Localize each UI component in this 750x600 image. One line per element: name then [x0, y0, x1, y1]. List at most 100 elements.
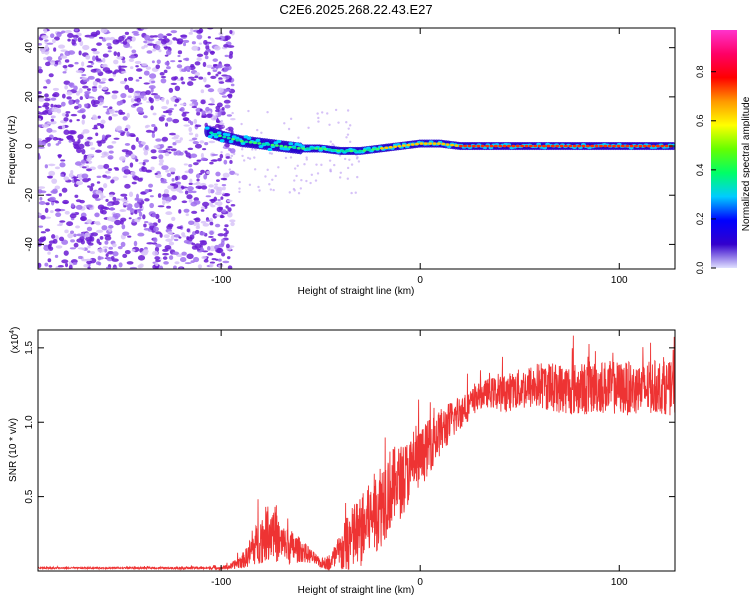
noise-point [175, 150, 182, 156]
ridge-core [415, 142, 420, 146]
noise-point [196, 57, 202, 62]
noise-point [92, 193, 100, 199]
noise-point [224, 104, 231, 109]
noise-point [141, 166, 145, 170]
noise-point [38, 68, 43, 74]
spectrogram-ylabel: Frequency (Hz) [7, 116, 18, 185]
noise-point [201, 115, 207, 119]
noise-point [179, 257, 187, 263]
snr-ytick-label: 0.5 [24, 489, 35, 503]
noise-point [218, 122, 225, 126]
noise-point [136, 68, 143, 72]
noise-point [214, 223, 221, 228]
noise-point [102, 246, 109, 249]
noise-point [131, 30, 139, 34]
noise-point [143, 70, 150, 76]
noise-point [207, 88, 215, 93]
noise-point [38, 201, 46, 205]
noise-point [212, 213, 218, 219]
ridge-mid [288, 142, 294, 146]
noise-point [205, 195, 212, 198]
noise-point [140, 191, 147, 195]
noise-point [170, 96, 177, 101]
noise-point [186, 253, 194, 260]
noise-point [90, 31, 98, 37]
noise-point [101, 64, 107, 68]
noise-point [188, 31, 193, 35]
noise-point [113, 59, 119, 65]
ridge-mid [258, 144, 264, 149]
noise-point [167, 185, 174, 190]
noise-point [66, 135, 74, 140]
noise-point [197, 186, 202, 190]
noise-point [152, 112, 157, 116]
noise-point [310, 173, 314, 177]
noise-point [65, 113, 69, 118]
noise-point [38, 91, 42, 95]
ridge-core [393, 145, 398, 148]
noise-point [150, 166, 155, 171]
noise-point [128, 58, 135, 63]
noise-point [87, 245, 91, 249]
noise-point [151, 242, 158, 245]
ridge-core [655, 144, 660, 148]
noise-point [210, 50, 215, 55]
noise-point [194, 75, 199, 79]
noise-point [222, 260, 230, 264]
noise-point [73, 105, 79, 110]
noise-point [197, 264, 203, 269]
noise-point [50, 118, 55, 122]
noise-point [151, 60, 155, 64]
noise-point [228, 168, 232, 171]
noise-point [64, 59, 70, 63]
noise-point [84, 141, 92, 147]
noise-point [96, 42, 102, 46]
ridge-core [471, 144, 476, 148]
noise-point [272, 188, 275, 192]
noise-point [94, 212, 100, 218]
noise-point [187, 190, 193, 194]
ridge-core [436, 142, 441, 145]
noise-point [38, 66, 42, 70]
noise-point [200, 152, 204, 159]
noise-point [183, 239, 190, 244]
noise-point [188, 168, 194, 174]
ridge-core [222, 135, 227, 139]
noise-point [232, 152, 236, 156]
noise-point [82, 166, 87, 169]
noise-point [316, 172, 320, 175]
ridge-core [379, 147, 384, 150]
noise-point [116, 55, 123, 60]
noise-point [200, 220, 207, 224]
noise-point [218, 206, 224, 211]
noise-point [58, 192, 62, 197]
ridge-core [432, 142, 437, 145]
noise-point [206, 170, 211, 175]
noise-point [173, 104, 177, 107]
noise-point [206, 64, 213, 69]
noise-point [220, 214, 224, 219]
noise-point [296, 164, 299, 168]
noise-point [175, 181, 182, 185]
noise-point [45, 78, 51, 85]
noise-point [221, 74, 229, 77]
noise-point [38, 189, 43, 194]
noise-point [87, 250, 91, 253]
noise-point [137, 177, 143, 182]
noise-point [268, 152, 272, 155]
ridge-core [489, 144, 494, 148]
noise-point [85, 54, 91, 60]
noise-point [136, 106, 144, 113]
noise-point [170, 148, 177, 152]
noise-point [61, 187, 68, 193]
ridge-core [397, 144, 402, 148]
noise-point [210, 75, 217, 79]
noise-point [64, 85, 69, 90]
noise-point [47, 251, 51, 255]
noise-point [186, 194, 193, 200]
noise-point [142, 214, 146, 220]
noise-point [52, 38, 56, 44]
noise-point [122, 253, 128, 258]
ridge-mid [246, 136, 252, 140]
noise-point [119, 111, 126, 115]
